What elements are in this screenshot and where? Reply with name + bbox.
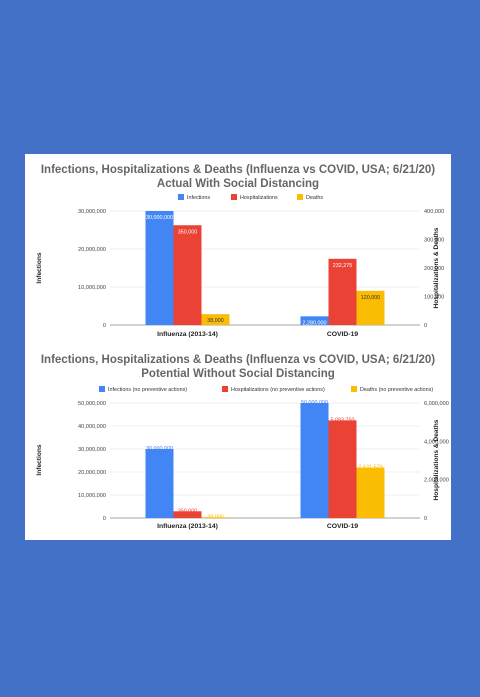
bar <box>328 420 357 518</box>
bar <box>173 225 202 325</box>
bar <box>328 258 357 325</box>
legend-swatch <box>231 194 237 200</box>
y-right-axis-title: Hospitalizations & Deaths <box>433 227 440 308</box>
data-label: 30,000,000 <box>146 215 173 221</box>
y-right-tick-label: 100,000 <box>424 295 444 301</box>
y-right-tick-label: 6,000,000 <box>424 401 449 407</box>
y-tick-label: 0 <box>103 516 106 522</box>
legend-label: Infections <box>187 195 210 201</box>
y-right-tick-label: 400,000 <box>424 209 444 215</box>
chart-subtitle: Actual With Social Distancing <box>157 178 319 190</box>
bar <box>201 314 230 325</box>
data-label: 232,275 <box>333 263 353 269</box>
data-label: 2,631,579 <box>359 465 383 471</box>
legend-swatch <box>297 194 303 200</box>
legend-swatch <box>99 386 105 392</box>
legend-label: Hospitalizations <box>240 195 278 201</box>
y-tick-label: 50,000,000 <box>78 401 106 407</box>
x-category-label: COVID-19 <box>327 331 359 338</box>
data-label: 350,000 <box>178 229 198 235</box>
legend-swatch <box>351 386 357 392</box>
legend-swatch <box>178 194 184 200</box>
bar <box>300 403 329 518</box>
y-tick-label: 10,000,000 <box>78 285 106 291</box>
y-right-tick-label: 0 <box>424 516 427 522</box>
x-category-label: Influenza (2013-14) <box>157 331 218 338</box>
y-right-tick-label: 4,000,000 <box>424 439 449 445</box>
y-tick-label: 40,000,000 <box>78 424 106 430</box>
y-tick-label: 20,000,000 <box>78 247 106 253</box>
chart-potential: Infections, Hospitalizations & Deaths (I… <box>36 354 449 530</box>
y-right-axis-title: Hospitalizations & Deaths <box>433 419 440 500</box>
y-right-tick-label: 0 <box>424 323 427 329</box>
chart-title: Infections, Hospitalizations & Deaths (I… <box>41 354 435 366</box>
y-axis-title: Infections <box>36 252 43 283</box>
chart-actual: Infections, Hospitalizations & Deaths (I… <box>36 164 444 338</box>
data-label: 120,000 <box>361 295 381 301</box>
data-label: 38,000 <box>207 318 224 324</box>
charts-card: Infections, Hospitalizations & Deaths (I… <box>25 154 451 540</box>
y-axis-title: Infections <box>36 444 43 475</box>
data-label: 2,280,000 <box>303 320 327 326</box>
y-tick-label: 30,000,000 <box>78 209 106 215</box>
bar <box>356 467 385 518</box>
y-tick-label: 10,000,000 <box>78 493 106 499</box>
data-label: 38,000 <box>207 514 224 520</box>
x-category-label: Influenza (2013-14) <box>157 523 218 530</box>
y-right-tick-label: 2,000,000 <box>424 478 449 484</box>
data-label: 5,093,750 <box>331 417 355 423</box>
data-label: 50,000,000 <box>301 400 328 406</box>
legend-swatch <box>222 386 228 392</box>
y-tick-label: 20,000,000 <box>78 470 106 476</box>
bar <box>173 511 202 518</box>
bar <box>356 290 385 325</box>
chart-title: Infections, Hospitalizations & Deaths (I… <box>41 164 435 176</box>
legend-label: Infections (no preventive actions) <box>108 387 187 393</box>
y-tick-label: 30,000,000 <box>78 447 106 453</box>
bar <box>300 316 329 325</box>
data-label: 350,000 <box>178 508 198 514</box>
chart-subtitle: Potential Without Social Distancing <box>141 368 335 380</box>
bar <box>201 517 230 518</box>
legend-label: Deaths (no preventive actions) <box>360 387 433 393</box>
y-right-tick-label: 200,000 <box>424 266 444 272</box>
y-tick-label: 0 <box>103 323 106 329</box>
bar <box>145 211 174 325</box>
y-right-tick-label: 300,000 <box>424 238 444 244</box>
legend-label: Hospitalizations (no preventive actions) <box>231 387 325 393</box>
data-label: 30,000,000 <box>146 446 173 452</box>
legend-label: Deaths <box>306 195 323 201</box>
bar <box>145 449 174 518</box>
x-category-label: COVID-19 <box>327 523 359 530</box>
